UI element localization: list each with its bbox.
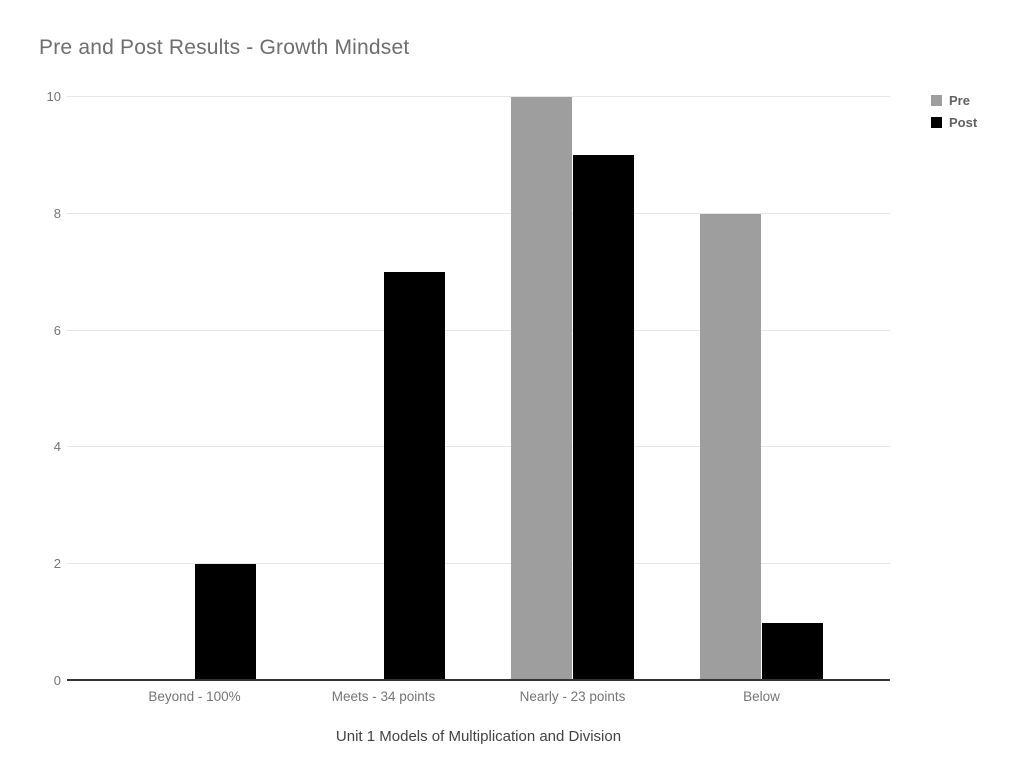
legend-label: Post: [949, 114, 978, 130]
gridline-2: [67, 563, 890, 565]
bar-pre-2: [511, 97, 572, 679]
x-category-label-2: Nearly - 23 points: [519, 689, 626, 704]
legend-swatch-icon: [931, 94, 942, 106]
legend-item-post: Post: [931, 111, 977, 133]
bar-pre-3: [700, 214, 761, 679]
y-tick-label-6: 6: [53, 322, 61, 338]
y-tick-label-0: 0: [53, 673, 61, 688]
bar-post-1: [384, 272, 445, 679]
gridline-6: [67, 329, 890, 331]
legend-swatch-icon: [931, 116, 942, 128]
y-tick-label-4: 4: [53, 439, 61, 455]
bar-post-2: [573, 155, 634, 679]
bar-post-3: [762, 623, 823, 679]
x-axis-baseline: [67, 679, 890, 681]
bar-post-0: [195, 564, 256, 679]
chart-title: Pre and Post Results - Growth Mindset: [39, 36, 410, 59]
legend: Pre Post: [931, 89, 977, 133]
gridline-10: [67, 96, 890, 97]
legend-item-pre: Pre: [931, 89, 977, 111]
y-tick-label-8: 8: [53, 205, 61, 221]
x-category-label-1: Meets - 34 points: [331, 689, 436, 704]
y-tick-label-10: 10: [46, 89, 61, 104]
x-category-label-0: Beyond - 100%: [148, 689, 241, 704]
x-axis-title: Unit 1 Models of Multiplication and Divi…: [335, 728, 622, 745]
x-category-label-3: Below: [743, 689, 780, 704]
gridline-4: [67, 446, 890, 448]
plot-area: [67, 96, 890, 681]
y-tick-label-2: 2: [53, 556, 61, 572]
legend-label: Pre: [949, 92, 970, 108]
gridline-8: [67, 212, 890, 214]
